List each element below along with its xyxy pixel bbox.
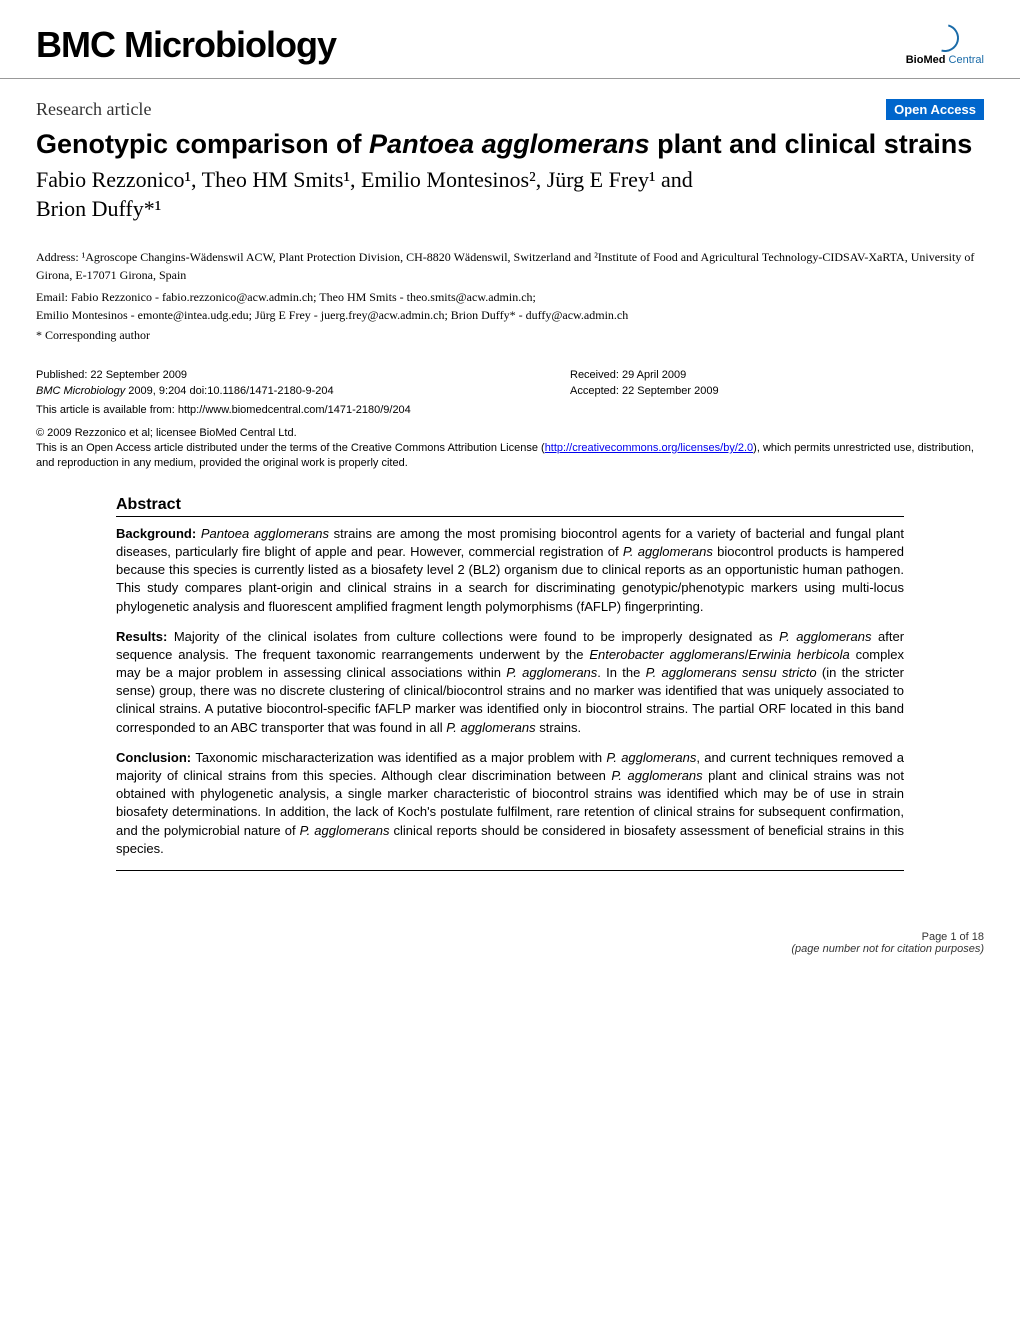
biomed-logo-icon xyxy=(926,19,964,57)
title-post: plant and clinical strains xyxy=(650,129,973,159)
citation-rest: 2009, 9:204 doi:10.1186/1471-2180-9-204 xyxy=(125,385,333,397)
accepted-date: Accepted: 22 September 2009 xyxy=(570,383,984,400)
abstract-conclusion: Conclusion: Taxonomic mischaracterizatio… xyxy=(116,749,904,858)
received-date: Received: 29 April 2009 xyxy=(570,367,984,384)
authors-line2: Brion Duffy*¹ xyxy=(36,196,161,221)
address: Address: ¹Agroscope Changins-Wädenswil A… xyxy=(36,248,984,284)
background-label: Background: xyxy=(116,526,201,541)
page-number: Page 1 of 18 xyxy=(922,931,984,943)
emails-line2: Emilio Montesinos - emonte@intea.udg.edu… xyxy=(36,308,628,322)
copyright-line1: © 2009 Rezzonico et al; licensee BioMed … xyxy=(36,426,984,441)
page-footer: Page 1 of 18 (page number not for citati… xyxy=(0,891,1020,975)
authors-line1: Fabio Rezzonico¹, Theo HM Smits¹, Emilio… xyxy=(36,167,693,192)
title-species: Pantoea agglomerans xyxy=(369,129,650,159)
footer-note: (page number not for citation purposes) xyxy=(791,943,984,955)
results-label: Results: xyxy=(116,629,174,644)
article-type: Research article xyxy=(36,99,151,120)
logo-text: Central xyxy=(945,54,984,66)
conclusion-label: Conclusion: xyxy=(116,750,195,765)
copyright-pre: This is an Open Access article distribut… xyxy=(36,442,545,454)
corresponding-author: * Corresponding author xyxy=(36,328,984,343)
title-pre: Genotypic comparison of xyxy=(36,129,369,159)
authors: Fabio Rezzonico¹, Theo HM Smits¹, Emilio… xyxy=(36,166,984,223)
abstract-results: Results: Majority of the clinical isolat… xyxy=(116,628,904,737)
copyright: © 2009 Rezzonico et al; licensee BioMed … xyxy=(36,426,984,472)
journal-name: BMC Microbiology xyxy=(36,24,336,66)
emails-line1: Email: Fabio Rezzonico - fabio.rezzonico… xyxy=(36,290,536,304)
article-title: Genotypic comparison of Pantoea agglomer… xyxy=(36,128,984,160)
citation-journal: BMC Microbiology xyxy=(36,385,125,397)
article-url: This article is available from: http://w… xyxy=(36,404,984,416)
published-date: Published: 22 September 2009 xyxy=(36,367,450,384)
open-access-badge: Open Access xyxy=(886,99,984,120)
publisher-logo: BioMed Central xyxy=(906,24,984,66)
abstract-background: Background: Pantoea agglomerans strains … xyxy=(116,525,904,616)
abstract-heading: Abstract xyxy=(116,496,904,517)
emails: Email: Fabio Rezzonico - fabio.rezzonico… xyxy=(36,288,984,324)
logo-text-bold: BioMed xyxy=(906,54,946,66)
license-link[interactable]: http://creativecommons.org/licenses/by/2… xyxy=(545,442,753,454)
